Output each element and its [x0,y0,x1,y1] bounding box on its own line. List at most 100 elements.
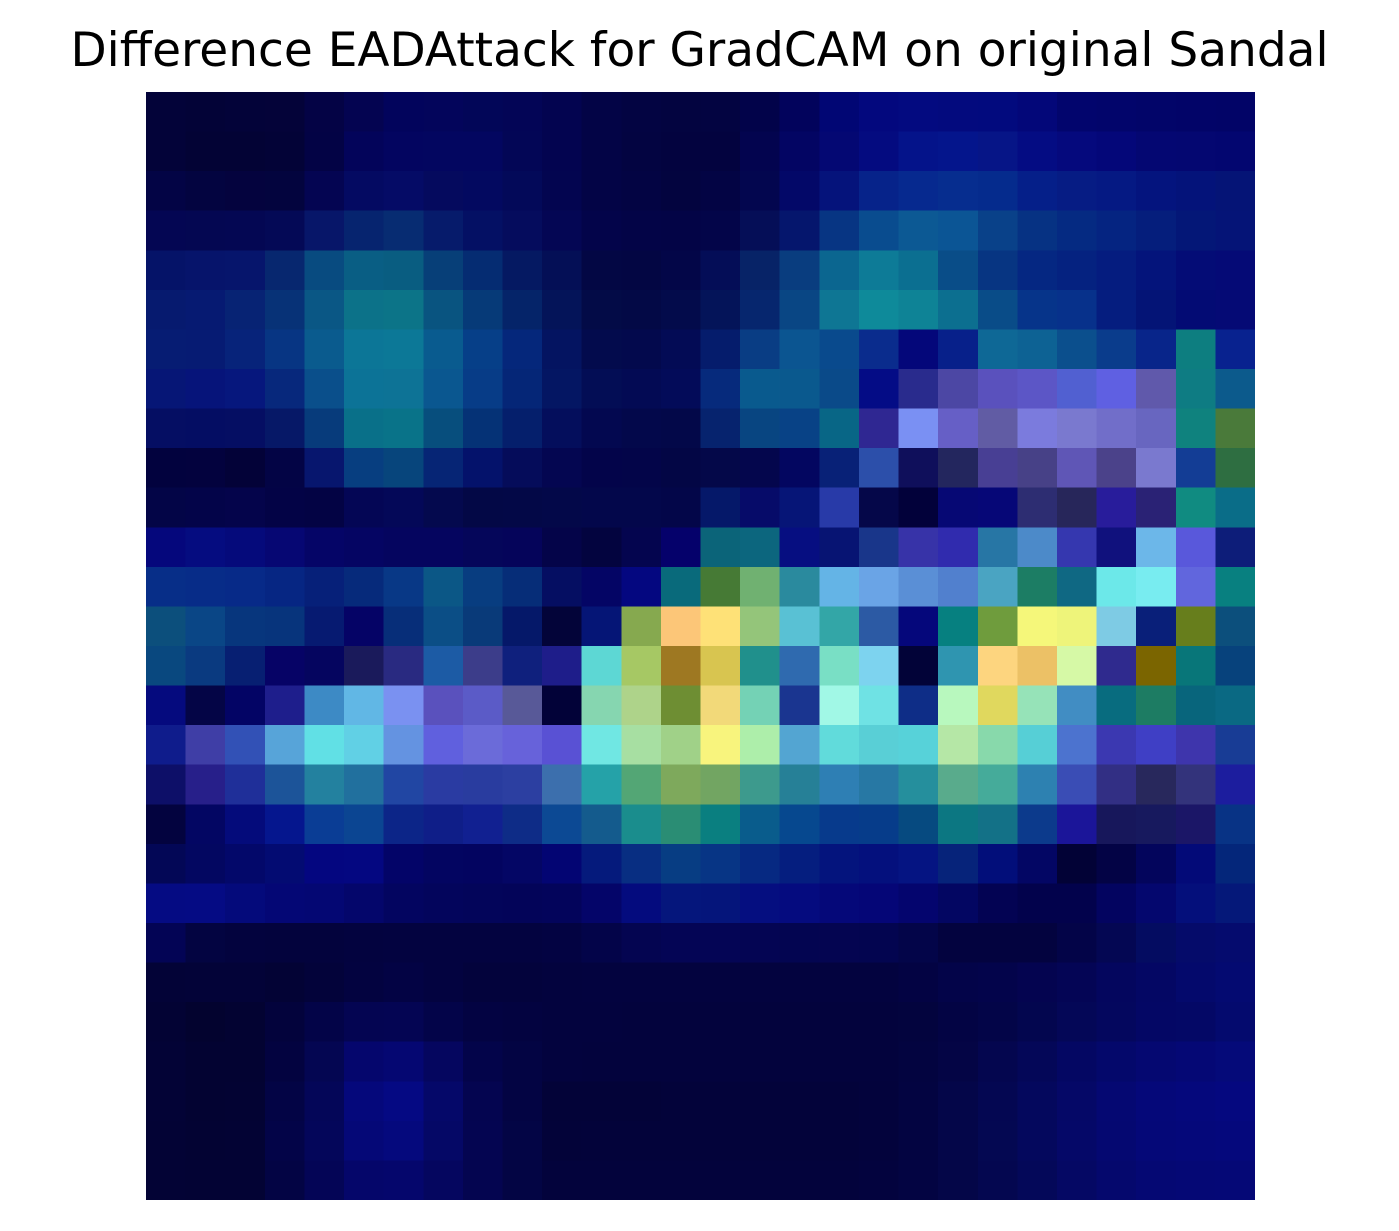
heatmap-cell-r10-c7 [423,487,464,529]
heatmap-cell-r11-c24 [1096,527,1137,568]
heatmap-cell-r7-c6 [383,369,425,410]
heatmap-cell-r2-c2 [225,171,266,212]
heatmap-cell-r10-c21 [977,487,1019,529]
heatmap-cell-r22-c26 [1175,962,1217,1003]
heatmap-cell-r22-c27 [1215,962,1255,1003]
heatmap-cell-r14-c26 [1175,646,1217,687]
heatmap-cell-r12-c27 [1215,566,1255,608]
heatmap-cell-r24-c22 [1017,1041,1058,1083]
heatmap-cell-r23-c27 [1215,1002,1255,1043]
heatmap-cell-r17-c16 [779,764,821,806]
heatmap-cell-r27-c27 [1215,1160,1255,1200]
heatmap-cell-r19-c11 [581,843,623,885]
heatmap-cell-r11-c16 [779,527,821,568]
heatmap-cell-r20-c17 [819,883,860,924]
heatmap-cell-r23-c3 [264,1002,306,1043]
heatmap-cell-r23-c12 [621,1002,662,1043]
heatmap-cell-r19-c13 [660,843,702,885]
heatmap-cell-r18-c1 [185,804,227,845]
heatmap-cell-r23-c6 [383,1002,425,1043]
heatmap-cell-r1-c23 [1056,131,1098,172]
heatmap-cell-r25-c10 [542,1081,583,1122]
heatmap-cell-r8-c8 [462,408,504,449]
heatmap-cell-r8-c16 [779,408,821,449]
heatmap-cell-r19-c1 [185,843,227,885]
heatmap-cell-r0-c25 [1136,92,1177,133]
heatmap-cell-r18-c17 [819,804,860,845]
heatmap-cell-r26-c1 [185,1120,227,1162]
heatmap-cell-r4-c3 [264,250,306,291]
heatmap-cell-r3-c21 [977,210,1019,252]
heatmap-cell-r5-c24 [1096,289,1137,331]
heatmap-cell-r9-c19 [898,448,939,489]
heatmap-cell-r7-c18 [858,369,900,410]
heatmap-cell-r2-c10 [542,171,583,212]
heatmap-cell-r7-c9 [502,369,543,410]
heatmap-cell-r7-c15 [740,369,781,410]
heatmap-cell-r19-c27 [1215,843,1255,885]
heatmap-cell-r17-c6 [383,764,425,806]
heatmap-cell-r11-c23 [1056,527,1098,568]
heatmap-cell-r15-c25 [1136,685,1177,726]
heatmap-cell-r6-c10 [542,329,583,370]
heatmap-cell-r27-c21 [977,1160,1019,1200]
heatmap-cell-r13-c9 [502,606,543,647]
heatmap-cell-r25-c23 [1056,1081,1098,1122]
heatmap-cell-r13-c25 [1136,606,1177,647]
heatmap-cell-r14-c17 [819,646,860,687]
heatmap-cell-r11-c15 [740,527,781,568]
heatmap-cell-r5-c3 [264,289,306,331]
heatmap-cell-r15-c19 [898,685,939,726]
heatmap-cell-r7-c20 [938,369,979,410]
heatmap-cell-r22-c12 [621,962,662,1003]
heatmap-cell-r0-c19 [898,92,939,133]
heatmap-cell-r27-c3 [264,1160,306,1200]
heatmap-cell-r13-c19 [898,606,939,647]
heatmap-cell-r11-c10 [542,527,583,568]
heatmap-cell-r18-c11 [581,804,623,845]
heatmap-cell-r25-c21 [977,1081,1019,1122]
heatmap-cell-r25-c25 [1136,1081,1177,1122]
heatmap-cell-r13-c17 [819,606,860,647]
heatmap-cell-r14-c1 [185,646,227,687]
heatmap-cell-r20-c2 [225,883,266,924]
heatmap-cell-r8-c10 [542,408,583,449]
heatmap-cell-r20-c24 [1096,883,1137,924]
heatmap-cell-r20-c7 [423,883,464,924]
heatmap-cell-r13-c13 [660,606,702,647]
heatmap-cell-r15-c21 [977,685,1019,726]
heatmap-cell-r4-c5 [344,250,385,291]
heatmap-cell-r12-c9 [502,566,543,608]
heatmap-cell-r27-c8 [462,1160,504,1200]
heatmap-cell-r13-c26 [1175,606,1217,647]
heatmap-cell-r6-c1 [185,329,227,370]
heatmap-cell-r8-c0 [146,408,187,449]
heatmap-cell-r22-c10 [542,962,583,1003]
heatmap-cell-r8-c1 [185,408,227,449]
heatmap-cell-r7-c16 [779,369,821,410]
heatmap-cell-r16-c12 [621,725,662,766]
heatmap-cell-r26-c8 [462,1120,504,1162]
heatmap-cell-r8-c15 [740,408,781,449]
heatmap-cell-r3-c9 [502,210,543,252]
heatmap-cell-r24-c14 [700,1041,741,1083]
heatmap-cell-r3-c11 [581,210,623,252]
heatmap-cell-r7-c4 [304,369,345,410]
heatmap-cell-r24-c26 [1175,1041,1217,1083]
heatmap-cell-r6-c5 [344,329,385,370]
heatmap-cell-r16-c19 [898,725,939,766]
heatmap-cell-r11-c26 [1175,527,1217,568]
heatmap-cell-r27-c5 [344,1160,385,1200]
heatmap-cell-r4-c4 [304,250,345,291]
heatmap-cell-r16-c18 [858,725,900,766]
heatmap-cell-r15-c8 [462,685,504,726]
heatmap-cell-r5-c18 [858,289,900,331]
heatmap-cell-r19-c21 [977,843,1019,885]
heatmap-cell-r15-c4 [304,685,345,726]
heatmap-cell-r24-c11 [581,1041,623,1083]
heatmap-cell-r0-c13 [660,92,702,133]
heatmap-cell-r19-c4 [304,843,345,885]
heatmap-cell-r23-c9 [502,1002,543,1043]
heatmap-cell-r8-c20 [938,408,979,449]
heatmap-cell-r24-c10 [542,1041,583,1083]
